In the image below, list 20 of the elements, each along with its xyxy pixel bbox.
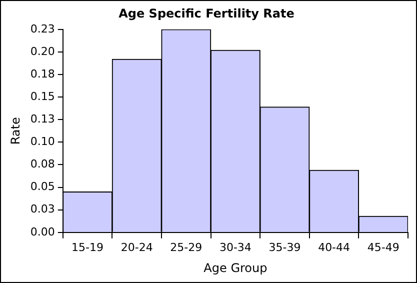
- y-tick-label: 0.23: [30, 22, 55, 36]
- x-tick-label: 40-44: [318, 240, 350, 254]
- x-axis-title: Age Group: [204, 260, 268, 275]
- y-tick-label: 0.15: [30, 90, 55, 103]
- x-tick-label: 45-49: [367, 240, 400, 254]
- x-tick-label: 35-39: [268, 240, 301, 254]
- x-tick-label: 25-29: [170, 240, 202, 254]
- x-tick-label: 30-34: [219, 240, 252, 254]
- x-tick-label: 20-24: [120, 240, 153, 254]
- y-tick-label: 0.10: [30, 135, 55, 148]
- chart-title: Age Specific Fertility Rate: [118, 6, 294, 20]
- y-axis-title: Rate: [8, 117, 22, 145]
- y-tick-label: 0.03: [30, 202, 55, 216]
- x-tick-label: 15-19: [72, 240, 104, 254]
- y-tick-label: 0.00: [30, 225, 55, 238]
- y-tick-label: 0.18: [30, 67, 55, 80]
- y-tick-label: 0.05: [30, 180, 55, 194]
- y-tick-label: 0.08: [30, 158, 55, 171]
- y-tick-label: 0.20: [30, 44, 55, 58]
- y-tick-label: 0.13: [30, 112, 55, 126]
